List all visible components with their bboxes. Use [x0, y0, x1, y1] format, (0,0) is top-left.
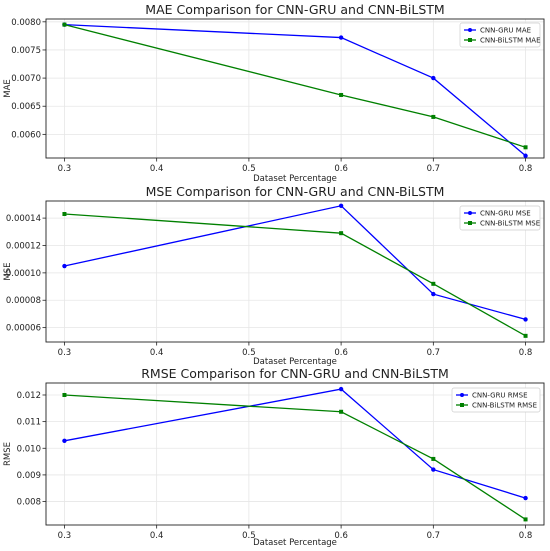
- legend-marker: [468, 211, 472, 215]
- data-point: [338, 386, 344, 392]
- x-tick-label: 0.8: [519, 164, 533, 174]
- data-point: [523, 495, 528, 501]
- y-axis-label: RMSE: [3, 442, 13, 466]
- data-point: [339, 231, 344, 236]
- x-tick-label: 0.3: [58, 531, 72, 541]
- data-point: [62, 212, 67, 217]
- legend-marker: [468, 38, 472, 42]
- data-point: [523, 317, 528, 322]
- data-point: [431, 291, 436, 297]
- x-tick-label: 0.6: [334, 164, 348, 174]
- x-tick-label: 0.4: [150, 348, 164, 358]
- data-point: [523, 153, 528, 158]
- series-line-1: [64, 24, 526, 148]
- legend-marker: [468, 28, 472, 32]
- data-point: [431, 456, 436, 461]
- x-tick-label: 0.6: [334, 348, 348, 358]
- x-tick-label: 0.4: [150, 531, 164, 541]
- y-tick-label: 0.00006: [6, 324, 41, 334]
- series-line-0: [64, 205, 526, 321]
- legend: CNN-GRU RMSE CNN-BiLSTM RMSE: [451, 387, 541, 413]
- legend-box: [459, 22, 541, 48]
- x-tick-label: 0.5: [242, 531, 256, 541]
- y-tick-label: 0.012: [17, 391, 41, 401]
- data-point: [338, 203, 344, 208]
- y-tick-label: 0.00010: [6, 269, 41, 279]
- data-point: [523, 145, 528, 150]
- legend-box: [459, 205, 541, 231]
- data-point: [523, 333, 528, 338]
- chart-title: MSE Comparison for CNN-GRU and CNN-BiLST…: [146, 184, 445, 199]
- x-tick-label: 0.6: [334, 531, 348, 541]
- plot-frame: [45, 382, 545, 526]
- series-line-1: [64, 213, 526, 337]
- x-tick-label: 0.8: [519, 348, 533, 358]
- x-tick-label: 0.7: [427, 348, 441, 358]
- legend-label: CNN-GRU MAE: [480, 27, 531, 35]
- data-point: [62, 438, 67, 444]
- y-tick-label: 0.00014: [6, 214, 41, 224]
- x-tick-label: 0.4: [150, 164, 164, 174]
- x-tick-label: 0.7: [427, 164, 441, 174]
- y-tick-label: 0.0065: [11, 102, 41, 112]
- y-tick-label: 0.00012: [6, 241, 41, 251]
- data-point: [62, 22, 67, 27]
- chart-panel-1: 0.3 0.4 0.5 0.6 0.7 0.8 0.00006 0.00008 0.00010 0…: [3, 184, 545, 367]
- legend-box: [451, 387, 541, 413]
- plot-frame: [45, 18, 545, 159]
- legend-marker: [460, 393, 464, 397]
- legend-marker: [460, 403, 464, 407]
- x-tick-label: 0.8: [519, 531, 533, 541]
- legend: CNN-GRU MSE CNN-BiLSTM MSE: [459, 205, 541, 231]
- y-tick-label: 0.010: [17, 444, 41, 454]
- x-tick-label: 0.3: [58, 348, 72, 358]
- y-tick-label: 0.009: [17, 471, 41, 481]
- data-point: [431, 75, 436, 81]
- data-point: [523, 517, 528, 522]
- y-tick-label: 0.0070: [11, 74, 41, 84]
- y-axis-label: MSE: [3, 262, 13, 280]
- chart-title: RMSE Comparison for CNN-GRU and CNN-BiLS…: [141, 366, 449, 381]
- series-line-1: [64, 394, 526, 520]
- legend-label: CNN-BiLSTM MAE: [480, 37, 541, 45]
- chart-panel-2: 0.3 0.4 0.5 0.6 0.7 0.8 0.008 0.009 0.010 0.011 0.…: [3, 366, 545, 548]
- data-point: [338, 35, 344, 40]
- y-tick-label: 0.0075: [11, 46, 41, 56]
- x-axis-label: Dataset Percentage: [253, 174, 337, 184]
- y-tick-label: 0.0080: [11, 18, 41, 28]
- legend: CNN-GRU MAE CNN-BiLSTM MAE: [459, 22, 541, 48]
- y-tick-label: 0.0060: [11, 130, 41, 140]
- legend-label: CNN-GRU MSE: [480, 210, 531, 218]
- plot-frame: [45, 200, 545, 343]
- data-point: [339, 409, 344, 414]
- x-tick-label: 0.5: [242, 348, 256, 358]
- x-axis-label: Dataset Percentage: [253, 538, 337, 548]
- y-tick-label: 0.008: [17, 498, 41, 508]
- legend-label: CNN-GRU RMSE: [472, 392, 528, 400]
- data-point: [431, 467, 436, 472]
- y-tick-label: 0.00008: [6, 296, 41, 306]
- data-point: [431, 114, 436, 119]
- x-axis-label: Dataset Percentage: [253, 357, 337, 367]
- y-axis-label: MAE: [3, 79, 13, 98]
- data-point: [339, 92, 344, 97]
- x-tick-label: 0.5: [242, 164, 256, 174]
- legend-label: CNN-BiLSTM RMSE: [472, 402, 537, 410]
- y-tick-label: 0.011: [17, 418, 41, 428]
- data-point: [431, 281, 436, 286]
- legend-marker: [468, 221, 472, 225]
- chart-title: MAE Comparison for CNN-GRU and CNN-BiLST…: [145, 2, 444, 17]
- legend-label: CNN-BiLSTM MSE: [480, 220, 540, 228]
- series-line-0: [64, 388, 526, 499]
- x-tick-label: 0.3: [58, 164, 72, 174]
- chart-panel-0: 0.3 0.4 0.5 0.6 0.7 0.8 0.0060 0.0065 0.0070 0.00…: [3, 2, 545, 184]
- series-line-0: [64, 23, 526, 157]
- data-point: [62, 392, 67, 397]
- data-point: [62, 263, 67, 269]
- x-tick-label: 0.7: [427, 531, 441, 541]
